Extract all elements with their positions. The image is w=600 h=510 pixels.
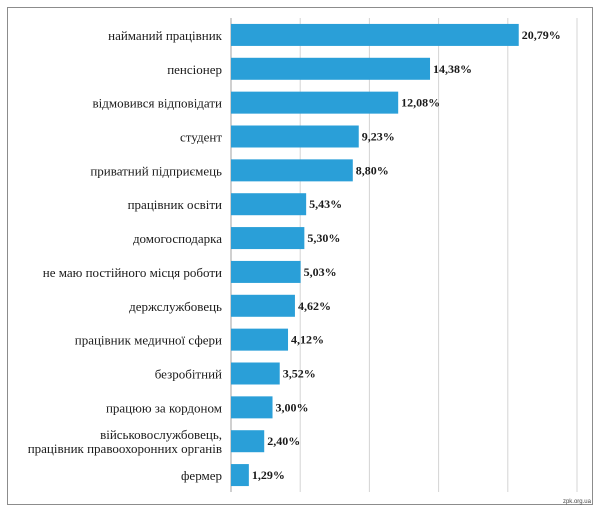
gridlines: [230, 18, 578, 492]
category-label: безробітний: [155, 367, 222, 382]
category-label: домогосподарка: [133, 231, 222, 246]
bar: [231, 430, 265, 453]
value-label: 3,52%: [283, 367, 316, 381]
bar: [231, 91, 399, 114]
category-label: фермер: [181, 468, 222, 483]
value-labels: 20,79% 14,38% 12,08% 9,23% 8,80% 5,43% 5,30% 5,…: [252, 28, 561, 482]
value-label: 3,00%: [276, 400, 309, 414]
bar: [231, 362, 280, 385]
bar: [231, 23, 519, 46]
value-label: 1,29%: [252, 468, 285, 482]
bars: [231, 23, 519, 487]
value-label: 9,23%: [362, 130, 395, 144]
bar: [231, 294, 295, 317]
value-label: 12,08%: [401, 96, 440, 110]
category-label: працюю за кордоном: [106, 400, 222, 415]
category-label: держслужбовець: [129, 299, 222, 314]
bar: [231, 464, 249, 487]
category-label: приватний підприємець: [90, 163, 222, 178]
value-label: 5,30%: [307, 231, 340, 245]
category-label: пенсіонер: [167, 62, 222, 77]
value-label: 5,03%: [304, 265, 337, 279]
category-label: працівник медичної сфери: [75, 333, 222, 348]
value-label: 4,62%: [298, 299, 331, 313]
bar: [231, 125, 359, 148]
bar: [231, 328, 289, 351]
bar: [231, 57, 431, 80]
bar: [231, 260, 301, 283]
value-label: 4,12%: [291, 333, 324, 347]
category-label: відмовився відповідати: [92, 96, 222, 111]
bar: [231, 193, 307, 216]
watermark: zpk.org.ua: [563, 499, 592, 505]
bar: [231, 159, 353, 182]
category-label: військовослужбовець, працівник правоохоро…: [28, 427, 222, 456]
bar: [231, 396, 273, 419]
value-label: 5,43%: [309, 197, 342, 211]
value-label: 20,79%: [522, 28, 561, 42]
category-labels: найманий працівник пенсіонер відмовився ві…: [28, 28, 223, 483]
bar: [231, 227, 305, 250]
category-label: працівник освіти: [128, 197, 222, 212]
category-label: найманий працівник: [108, 28, 223, 43]
category-label: не маю постійного місця роботи: [43, 265, 222, 280]
value-label: 8,80%: [356, 163, 389, 177]
category-label: студент: [180, 130, 222, 145]
value-label: 2,40%: [267, 434, 300, 448]
value-label: 14,38%: [433, 62, 472, 76]
